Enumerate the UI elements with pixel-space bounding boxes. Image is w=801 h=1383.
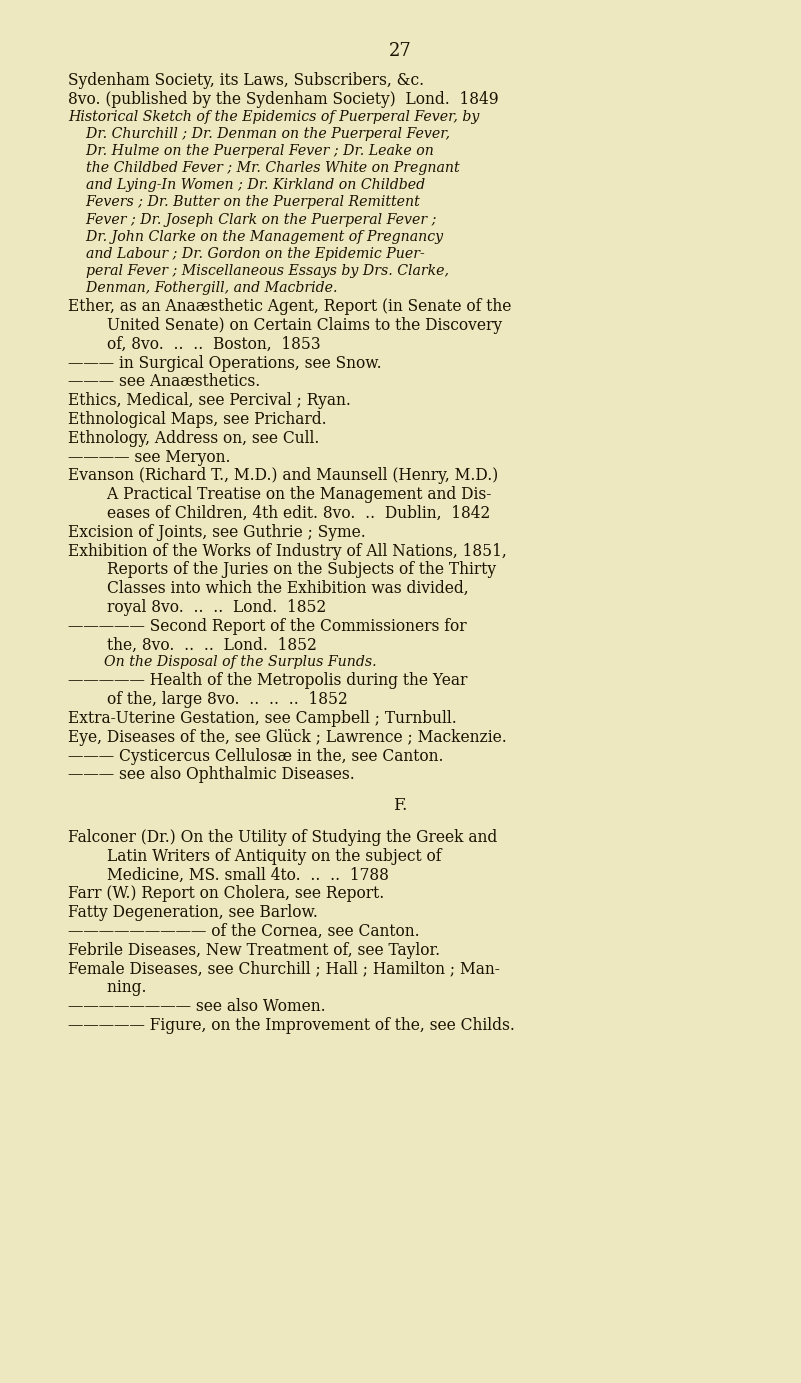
- Text: eases of Children, 4th edit. 8vo.  ..  Dublin,  1842: eases of Children, 4th edit. 8vo. .. Dub…: [68, 505, 490, 521]
- Text: 8vo. (published by the Sydenham Society)  Lond.  1849: 8vo. (published by the Sydenham Society)…: [68, 91, 499, 108]
- Text: and Labour ; Dr. Gordon on the Epidemic Puer-: and Labour ; Dr. Gordon on the Epidemic …: [68, 246, 425, 261]
- Text: Extra-Uterine Gestation, see Campbell ; Turnbull.: Extra-Uterine Gestation, see Campbell ; …: [68, 709, 457, 727]
- Text: Fatty Degeneration, see Barlow.: Fatty Degeneration, see Barlow.: [68, 904, 318, 921]
- Text: Ethics, Medical, see Percival ; Ryan.: Ethics, Medical, see Percival ; Ryan.: [68, 393, 351, 409]
- Text: peral Fever ; Miscellaneous Essays by Drs. Clarke,: peral Fever ; Miscellaneous Essays by Dr…: [68, 264, 449, 278]
- Text: Denman, Fothergill, and Macbride.: Denman, Fothergill, and Macbride.: [68, 281, 337, 295]
- Text: A Practical Treatise on the Management and Dis-: A Practical Treatise on the Management a…: [68, 487, 491, 503]
- Text: Latin Writers of Antiquity on the subject of: Latin Writers of Antiquity on the subjec…: [68, 848, 441, 864]
- Text: ————————— of the Cornea, see Canton.: ————————— of the Cornea, see Canton.: [68, 922, 420, 940]
- Text: Sydenham Society, its Laws, Subscribers, &c.: Sydenham Society, its Laws, Subscribers,…: [68, 72, 424, 90]
- Text: 27: 27: [389, 41, 412, 59]
- Text: Ethnology, Address on, see Cull.: Ethnology, Address on, see Cull.: [68, 430, 320, 447]
- Text: Farr (W.) Report on Cholera, see Report.: Farr (W.) Report on Cholera, see Report.: [68, 885, 384, 902]
- Text: Historical Sketch of the Epidemics of Puerperal Fever, by: Historical Sketch of the Epidemics of Pu…: [68, 109, 479, 124]
- Text: ————— Health of the Metropolis during the Year: ————— Health of the Metropolis during th…: [68, 672, 467, 690]
- Text: of, 8vo.  ..  ..  Boston,  1853: of, 8vo. .. .. Boston, 1853: [68, 336, 320, 353]
- Text: ————— Second Report of the Commissioners for: ————— Second Report of the Commissioners…: [68, 618, 467, 635]
- Text: ning.: ning.: [68, 979, 147, 996]
- Text: Evanson (Richard T., M.D.) and Maunsell (Henry, M.D.): Evanson (Richard T., M.D.) and Maunsell …: [68, 467, 498, 484]
- Text: and Lying-In Women ; Dr. Kirkland on Childbed: and Lying-In Women ; Dr. Kirkland on Chi…: [68, 178, 425, 192]
- Text: of the, large 8vo.  ..  ..  ..  1852: of the, large 8vo. .. .. .. 1852: [68, 692, 348, 708]
- Text: Medicine, MS. small 4to.  ..  ..  1788: Medicine, MS. small 4to. .. .. 1788: [68, 867, 388, 884]
- Text: Excision of Joints, see Guthrie ; Syme.: Excision of Joints, see Guthrie ; Syme.: [68, 524, 366, 541]
- Text: F.: F.: [393, 797, 408, 815]
- Text: Female Diseases, see Churchill ; Hall ; Hamilton ; Man-: Female Diseases, see Churchill ; Hall ; …: [68, 961, 500, 978]
- Text: Reports of the Juries on the Subjects of the Thirty: Reports of the Juries on the Subjects of…: [68, 561, 496, 578]
- Text: ——— Cysticercus Cellulosæ in the, see Canton.: ——— Cysticercus Cellulosæ in the, see Ca…: [68, 748, 444, 765]
- Text: ——— see also Ophthalmic Diseases.: ——— see also Ophthalmic Diseases.: [68, 766, 355, 784]
- Text: the, 8vo.  ..  ..  Lond.  1852: the, 8vo. .. .. Lond. 1852: [68, 636, 317, 654]
- Text: Febrile Diseases, New Treatment of, see Taylor.: Febrile Diseases, New Treatment of, see …: [68, 942, 440, 958]
- Text: Eye, Diseases of the, see Glück ; Lawrence ; Mackenzie.: Eye, Diseases of the, see Glück ; Lawren…: [68, 729, 507, 745]
- Text: On the Disposal of the Surplus Funds.: On the Disposal of the Surplus Funds.: [68, 656, 376, 669]
- Text: United Senate) on Certain Claims to the Discovery: United Senate) on Certain Claims to the …: [68, 317, 502, 333]
- Text: royal 8vo.  ..  ..  Lond.  1852: royal 8vo. .. .. Lond. 1852: [68, 599, 326, 615]
- Text: Ether, as an Anaæsthetic Agent, Report (in Senate of the: Ether, as an Anaæsthetic Agent, Report (…: [68, 299, 511, 315]
- Text: ———————— see also Women.: ———————— see also Women.: [68, 999, 326, 1015]
- Text: Fever ; Dr. Joseph Clark on the Puerperal Fever ;: Fever ; Dr. Joseph Clark on the Puerpera…: [68, 213, 437, 227]
- Text: ———— see Meryon.: ———— see Meryon.: [68, 448, 231, 466]
- Text: Dr. Hulme on the Puerperal Fever ; Dr. Leake on: Dr. Hulme on the Puerperal Fever ; Dr. L…: [68, 144, 434, 158]
- Text: ——— see Anaæsthetics.: ——— see Anaæsthetics.: [68, 373, 260, 390]
- Text: ————— Figure, on the Improvement of the, see Childs.: ————— Figure, on the Improvement of the,…: [68, 1017, 515, 1034]
- Text: Dr. Churchill ; Dr. Denman on the Puerperal Fever,: Dr. Churchill ; Dr. Denman on the Puerpe…: [68, 127, 450, 141]
- Text: Dr. John Clarke on the Management of Pregnancy: Dr. John Clarke on the Management of Pre…: [68, 230, 443, 243]
- Text: Exhibition of the Works of Industry of All Nations, 1851,: Exhibition of the Works of Industry of A…: [68, 542, 507, 560]
- Text: Ethnological Maps, see Prichard.: Ethnological Maps, see Prichard.: [68, 411, 327, 427]
- Text: Classes into which the Exhibition was divided,: Classes into which the Exhibition was di…: [68, 579, 469, 597]
- Text: Fevers ; Dr. Butter on the Puerperal Remittent: Fevers ; Dr. Butter on the Puerperal Rem…: [68, 195, 420, 209]
- Text: Falconer (Dr.) On the Utility of Studying the Greek and: Falconer (Dr.) On the Utility of Studyin…: [68, 828, 497, 846]
- Text: the Childbed Fever ; Mr. Charles White on Pregnant: the Childbed Fever ; Mr. Charles White o…: [68, 162, 460, 176]
- Text: ——— in Surgical Operations, see Snow.: ——— in Surgical Operations, see Snow.: [68, 354, 381, 372]
